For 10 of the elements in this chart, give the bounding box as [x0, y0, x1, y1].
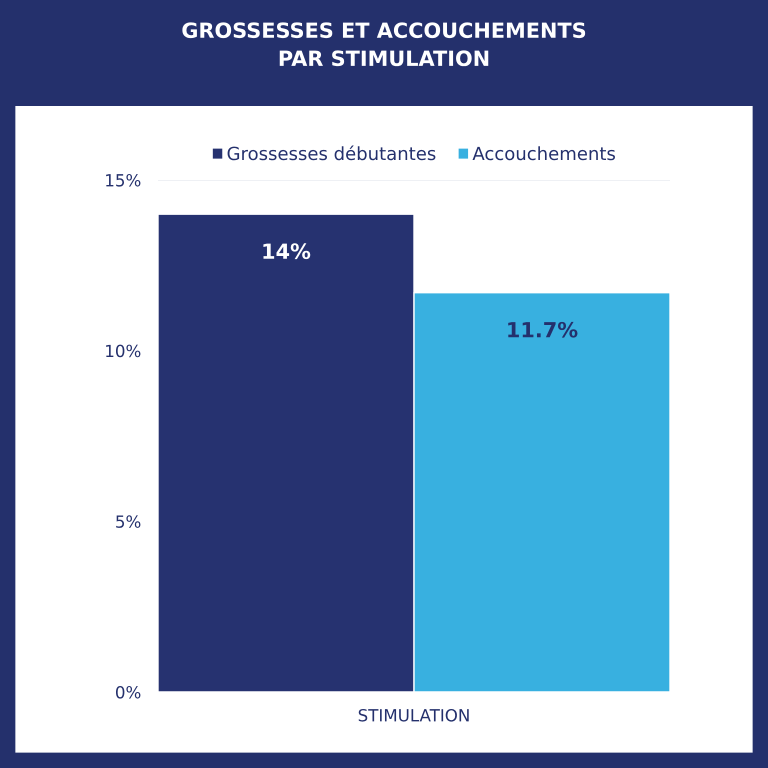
y-tick-label: 15% [106, 174, 140, 187]
chart-title: GROSSESSES ET ACCOUCHEMENTS PAR STIMULATION [182, 22, 586, 66]
legend-label: Grossesses débutantes [228, 146, 436, 160]
legend-label: Accouchements [472, 146, 615, 160]
y-tick-label: 0% [116, 686, 140, 699]
y-tick-label: 5% [116, 515, 140, 528]
data-label: 11.7% [508, 322, 578, 338]
y-tick-label: 10% [106, 344, 140, 358]
data-label: 14% [263, 243, 310, 260]
x-tick-label: STIMULATION [358, 708, 469, 722]
